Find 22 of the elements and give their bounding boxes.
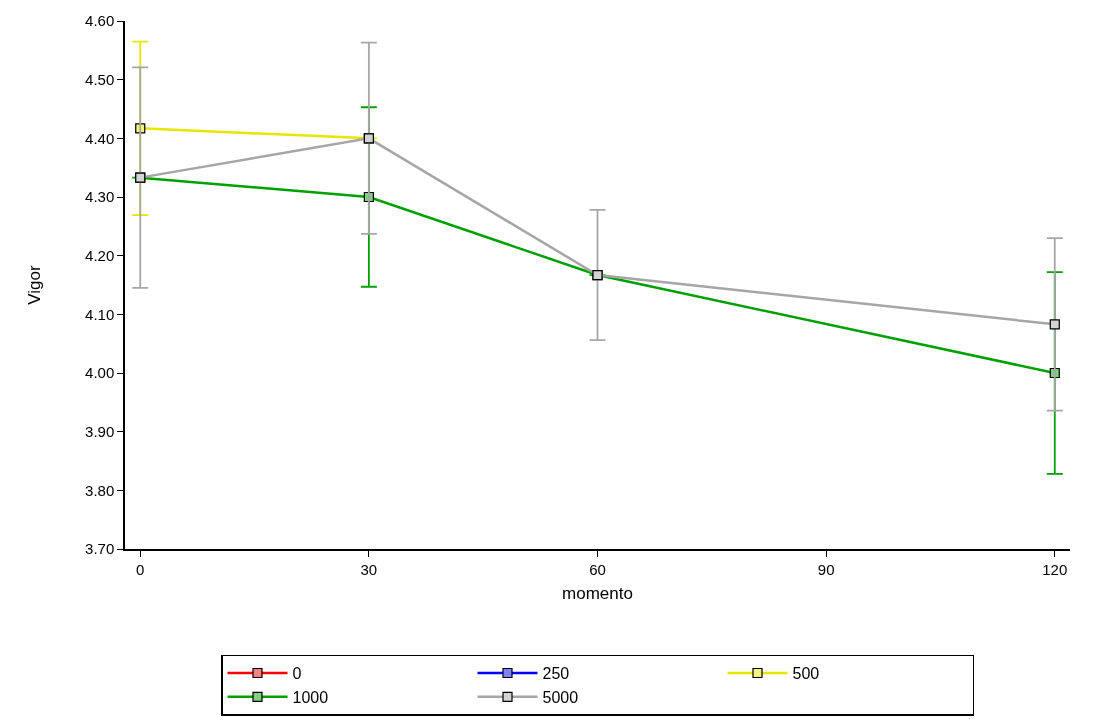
x-tick-label: 60: [589, 560, 606, 578]
y-axis-title: Vigor: [25, 264, 45, 305]
y-tick-label: 3.80: [85, 481, 115, 499]
x-tick-label: 90: [817, 560, 835, 578]
x-tick-label: 120: [1042, 560, 1068, 578]
y-tick-label: 4.10: [85, 305, 115, 323]
legend-label: 250: [542, 665, 570, 683]
y-tick-label: 4.00: [85, 364, 115, 382]
legend-label: 0: [292, 665, 302, 683]
legend-label: 5000: [542, 689, 579, 707]
y-tick-label: 3.90: [85, 422, 115, 440]
y-tick-label: 4.40: [85, 129, 115, 147]
y-tick-label: 4.50: [85, 70, 115, 88]
x-tick-label: 30: [360, 560, 378, 578]
legend-label: 500: [792, 665, 820, 683]
x-tick-label: 0: [136, 560, 145, 578]
y-tick-label: 4.30: [85, 188, 115, 206]
x-axis-title: momento: [562, 583, 633, 603]
y-tick-label: 4.20: [85, 246, 115, 264]
y-tick-label: 4.60: [85, 12, 115, 30]
y-tick-label: 3.70: [85, 540, 115, 558]
legend-label: 1000: [292, 689, 329, 707]
